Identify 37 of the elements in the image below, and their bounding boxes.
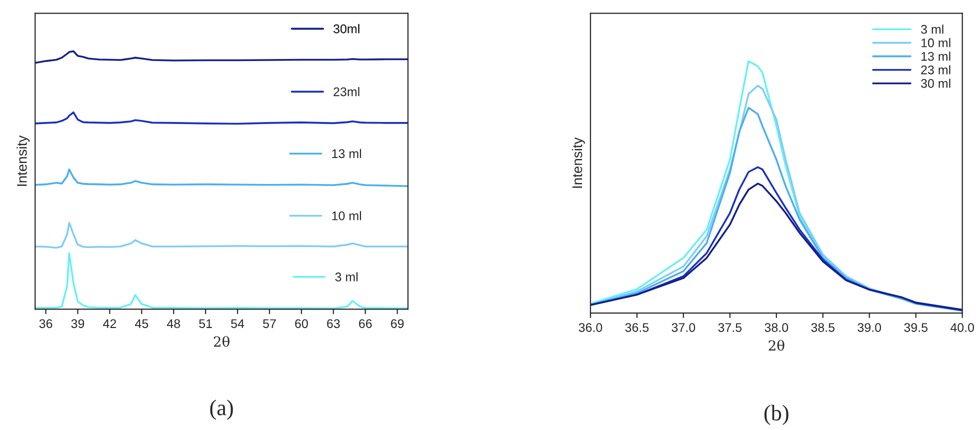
x-tick-label: 54 — [231, 319, 244, 328]
x-axis-title: 2θ — [214, 336, 230, 347]
legend-label: 13 ml — [921, 52, 950, 61]
x-axis-title: 2θ — [768, 340, 784, 351]
legend-label: 23 ml — [921, 65, 950, 74]
x-tick-label: 63 — [327, 319, 340, 328]
text: (a) — [210, 400, 233, 420]
x-tick-label: 66 — [359, 319, 372, 328]
legend-label: 23ml — [334, 87, 360, 96]
x-tick-label: 36 — [39, 319, 52, 328]
x-tick-label: 40.0 — [950, 323, 974, 332]
x-tick-label: 51 — [199, 319, 212, 328]
legend-label: 10 ml — [332, 211, 362, 220]
x-tick-label: 38.0 — [764, 323, 788, 332]
x-tick-label: 60 — [295, 319, 308, 328]
x-tick-label: 42 — [103, 319, 116, 328]
y-axis-title: Intensity — [572, 137, 585, 188]
x-tick-label: 48 — [166, 319, 180, 328]
x-tick-label: 37.5 — [718, 323, 742, 332]
x-tick-label: 38.5 — [811, 323, 835, 332]
x-tick-label: 36.5 — [625, 323, 649, 332]
legend-label: 3 ml — [921, 24, 944, 34]
legend-label: 10 ml — [921, 38, 950, 48]
y-axis-title: Intensity — [16, 135, 30, 186]
x-tick-label: 39.5 — [904, 323, 928, 332]
text: (b) — [764, 404, 788, 426]
x-tick-label: 45 — [134, 319, 148, 328]
x-tick-label: 36.0 — [578, 323, 602, 332]
x-tick-label: 69 — [391, 319, 404, 328]
legend-label: 3 ml — [335, 272, 358, 282]
x-tick-label: 57 — [263, 319, 276, 328]
x-tick-label: 39 — [71, 319, 84, 328]
legend-label: 13 ml — [332, 148, 362, 158]
legend-label: 30 ml — [921, 78, 950, 88]
x-tick-label: 39.0 — [858, 323, 882, 332]
x-tick-label: 37.0 — [672, 323, 696, 332]
legend-label: 30ml — [334, 24, 360, 34]
